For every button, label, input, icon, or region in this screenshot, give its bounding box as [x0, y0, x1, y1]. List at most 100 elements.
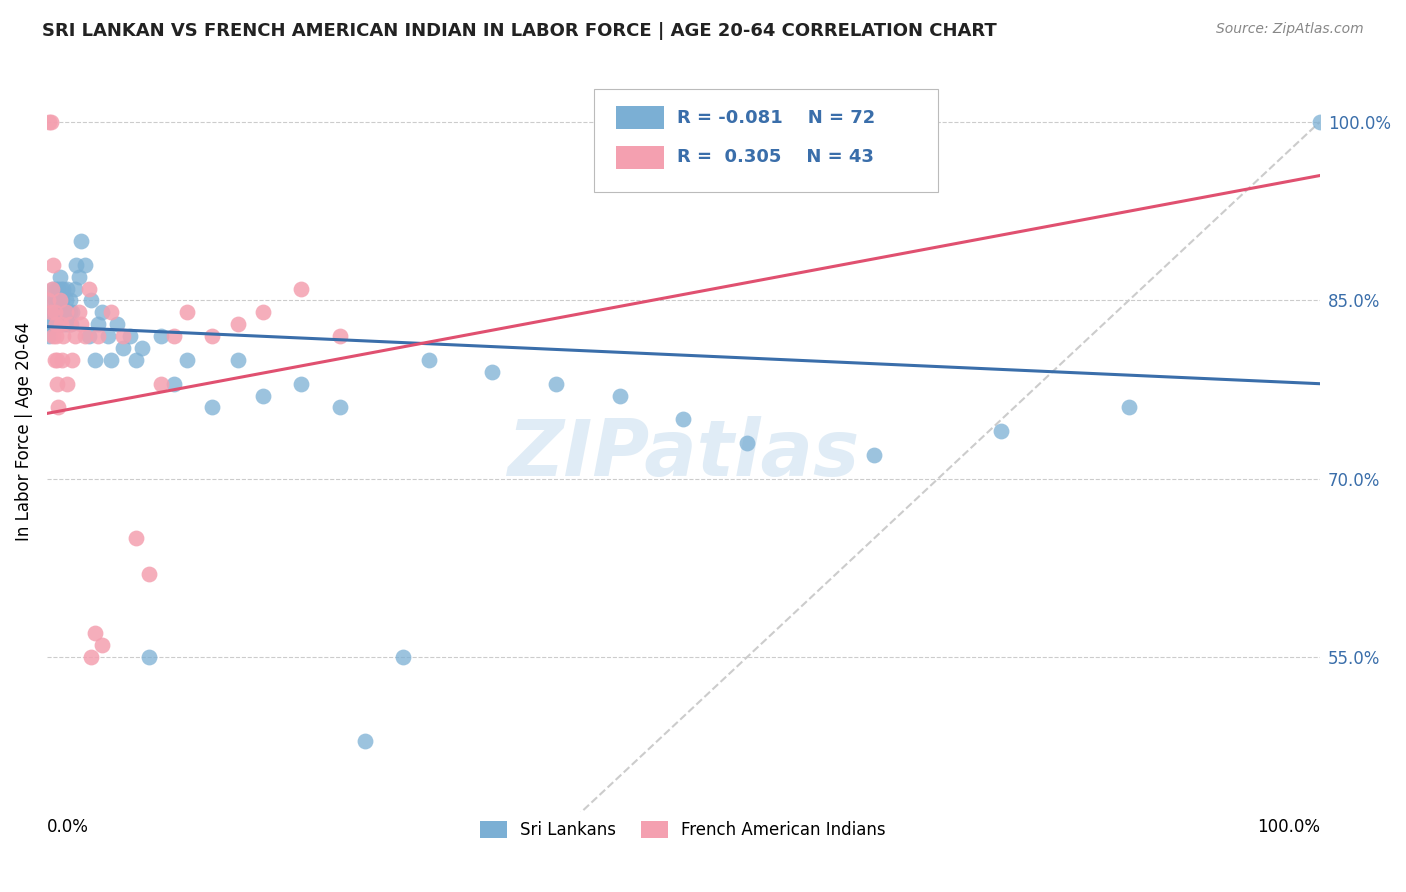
Point [672, 412, 695, 426]
Point [65, 258, 87, 272]
Point [48, 269, 70, 284]
Point [97, 329, 120, 343]
Point [201, 329, 224, 343]
Point [56, 305, 79, 319]
Point [290, 281, 312, 295]
Point [150, 329, 173, 343]
Point [49, 281, 72, 295]
Bar [616, 145, 664, 169]
Point [63, 281, 86, 295]
Point [52, 329, 75, 343]
Point [60, 352, 83, 367]
Point [67, 305, 90, 319]
Point [46, 317, 69, 331]
Point [42, 258, 65, 272]
Point [41, 305, 63, 319]
Point [75, 258, 97, 272]
Point [105, 317, 128, 331]
Point [56, 376, 79, 391]
Point [38, 329, 60, 343]
Point [176, 352, 198, 367]
Point [77, 281, 100, 295]
Point [70, 317, 93, 331]
Point [201, 401, 224, 415]
Point [100, 352, 122, 367]
Text: R =  0.305    N = 43: R = 0.305 N = 43 [676, 148, 873, 166]
Point [481, 365, 503, 379]
Point [51, 352, 73, 367]
Point [46, 401, 69, 415]
Point [63, 329, 86, 343]
Point [45, 281, 67, 295]
Point [226, 352, 249, 367]
Text: ZIPatlas: ZIPatlas [508, 416, 859, 492]
Point [48, 293, 70, 308]
Point [59, 317, 82, 331]
Point [41, 281, 63, 295]
Point [38, 115, 60, 129]
Point [226, 317, 249, 331]
Point [118, 329, 141, 343]
Point [51, 293, 73, 308]
Point [60, 317, 83, 331]
Point [45, 329, 67, 343]
Point [150, 376, 173, 391]
Point [87, 329, 110, 343]
Point [59, 305, 82, 319]
Point [44, 305, 66, 319]
Point [90, 639, 112, 653]
Point [52, 281, 75, 295]
Point [990, 424, 1012, 438]
Point [67, 269, 90, 284]
Point [44, 293, 66, 308]
Point [138, 650, 160, 665]
Point [163, 329, 186, 343]
Point [112, 329, 135, 343]
Point [45, 317, 67, 331]
Point [125, 531, 148, 545]
Point [90, 305, 112, 319]
Point [59, 293, 82, 308]
Text: R = -0.081    N = 72: R = -0.081 N = 72 [676, 109, 875, 127]
Text: Source: ZipAtlas.com: Source: ZipAtlas.com [1216, 22, 1364, 37]
Point [42, 281, 65, 295]
Text: 100.0%: 100.0% [1257, 818, 1320, 836]
Point [77, 329, 100, 343]
Point [58, 317, 80, 331]
Point [55, 317, 77, 331]
Point [42, 329, 65, 343]
Point [46, 305, 69, 319]
Point [44, 352, 66, 367]
Point [46, 293, 69, 308]
Point [39, 305, 62, 319]
Point [46, 352, 69, 367]
Point [125, 352, 148, 367]
Point [39, 317, 62, 331]
Point [112, 341, 135, 355]
Point [53, 305, 76, 319]
Point [80, 650, 103, 665]
Point [392, 650, 415, 665]
Point [131, 341, 153, 355]
Point [41, 293, 63, 308]
Point [863, 448, 886, 462]
FancyBboxPatch shape [595, 88, 938, 192]
Point [46, 281, 69, 295]
Point [48, 293, 70, 308]
Point [48, 305, 70, 319]
Point [252, 305, 274, 319]
Point [418, 352, 440, 367]
Point [39, 115, 62, 129]
Legend: Sri Lankans, French American Indians: Sri Lankans, French American Indians [474, 814, 893, 846]
Point [46, 376, 69, 391]
Point [329, 401, 352, 415]
Point [84, 626, 107, 640]
Point [354, 733, 377, 747]
Point [138, 567, 160, 582]
Point [252, 388, 274, 402]
Point [544, 376, 567, 391]
Point [55, 293, 77, 308]
Point [37, 293, 59, 308]
Point [39, 305, 62, 319]
Point [52, 317, 75, 331]
